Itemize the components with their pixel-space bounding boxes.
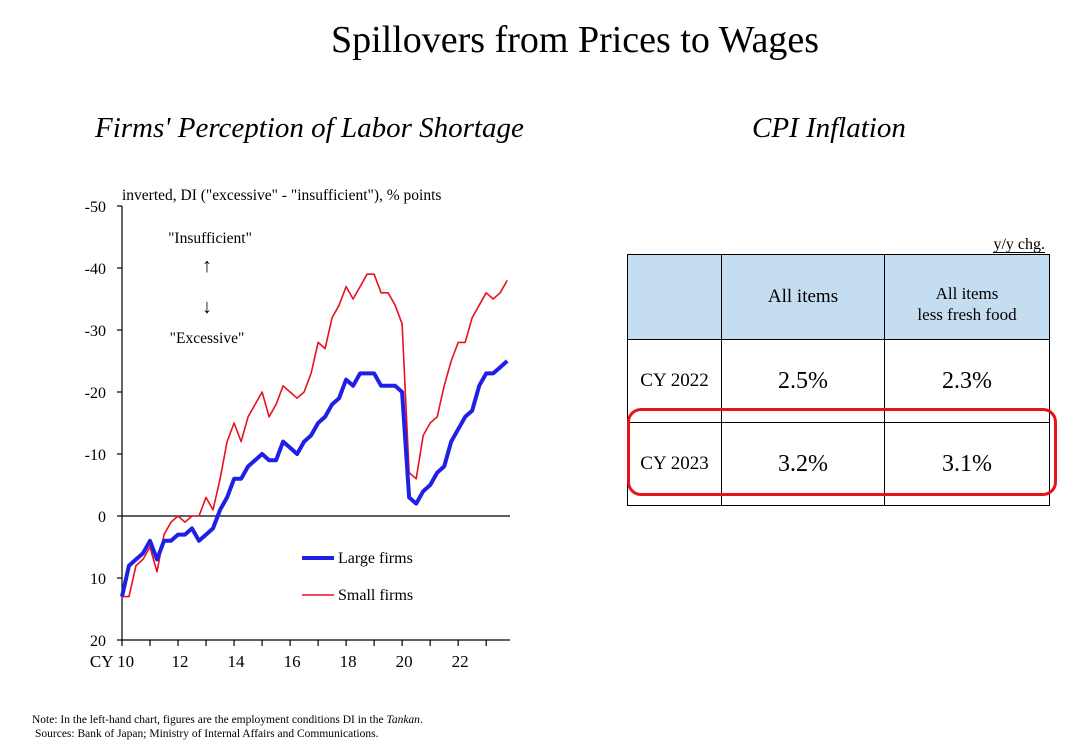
header-less-fresh-food: All items less fresh food	[884, 254, 1050, 340]
header-less-fresh-food-line2: less fresh food	[917, 305, 1017, 324]
x-tick-label: 20	[396, 652, 413, 671]
legend-label-small: Small firms	[338, 587, 413, 604]
chart-legend: Large firms Small firms	[302, 550, 413, 604]
footnote-sources: Sources: Bank of Japan; Ministry of Inte…	[35, 728, 379, 740]
footnote: Note: In the left-hand chart, figures ar…	[32, 713, 423, 741]
page-title: Spillovers from Prices to Wages	[330, 19, 820, 61]
y-tick-label: -10	[85, 447, 106, 464]
row-label: CY 2023	[627, 422, 722, 506]
up-arrow-icon: ↑	[202, 255, 212, 277]
value-all-items: 2.5%	[721, 339, 885, 423]
y-tick-label: -40	[85, 261, 106, 278]
value-less-fresh-food: 3.1%	[884, 422, 1050, 506]
value-all-items: 3.2%	[721, 422, 885, 506]
x-tick-label: 16	[284, 652, 301, 671]
series-line-large-firms	[120, 359, 509, 598]
series-line-small-firms	[122, 273, 508, 598]
header-empty-cell	[627, 254, 722, 340]
cpi-table: All items All items less fresh food CY 2…	[627, 254, 1050, 506]
x-tick-label: 14	[228, 652, 246, 671]
x-tick-label: 22	[452, 652, 469, 671]
y-axis-label: inverted, DI ("excessive" - "insufficien…	[122, 187, 441, 204]
table-subtitle: CPI Inflation	[752, 112, 906, 144]
header-less-fresh-food-line1: All items	[935, 284, 999, 303]
header-all-items: All items	[721, 254, 885, 340]
unit-note: y/y chg.	[993, 236, 1045, 253]
table-row: CY 2023 3.2% 3.1%	[627, 422, 1050, 506]
x-tick-label: 18	[340, 652, 357, 671]
table-row: CY 2022 2.5% 2.3%	[627, 339, 1050, 423]
annotation-excessive: "Excessive"	[170, 330, 245, 347]
x-tick-label: 12	[172, 652, 189, 671]
value-less-fresh-food: 2.3%	[884, 339, 1050, 423]
y-tick-label: -20	[85, 385, 106, 402]
row-label: CY 2022	[627, 339, 722, 423]
labor-shortage-chart: -50 -40 -30 -20 -10 0 10 20 CY 10 12 14 16 18 20 22 i…	[85, 187, 510, 671]
y-tick-label: -50	[85, 199, 106, 216]
chart-subtitle: Firms' Perception of Labor Shortage	[95, 112, 524, 144]
y-tick-label: -30	[85, 323, 106, 340]
down-arrow-icon: ↓	[202, 296, 212, 318]
y-tick-label: 0	[98, 509, 106, 526]
x-tick-label: CY 10	[90, 652, 134, 671]
y-tick-label: 10	[90, 571, 106, 588]
y-tick-label: 20	[90, 633, 106, 650]
annotation-insufficient: "Insufficient"	[168, 230, 252, 247]
footnote-note: Note: In the left-hand chart, figures ar…	[32, 714, 423, 726]
legend-label-large: Large firms	[338, 550, 413, 567]
